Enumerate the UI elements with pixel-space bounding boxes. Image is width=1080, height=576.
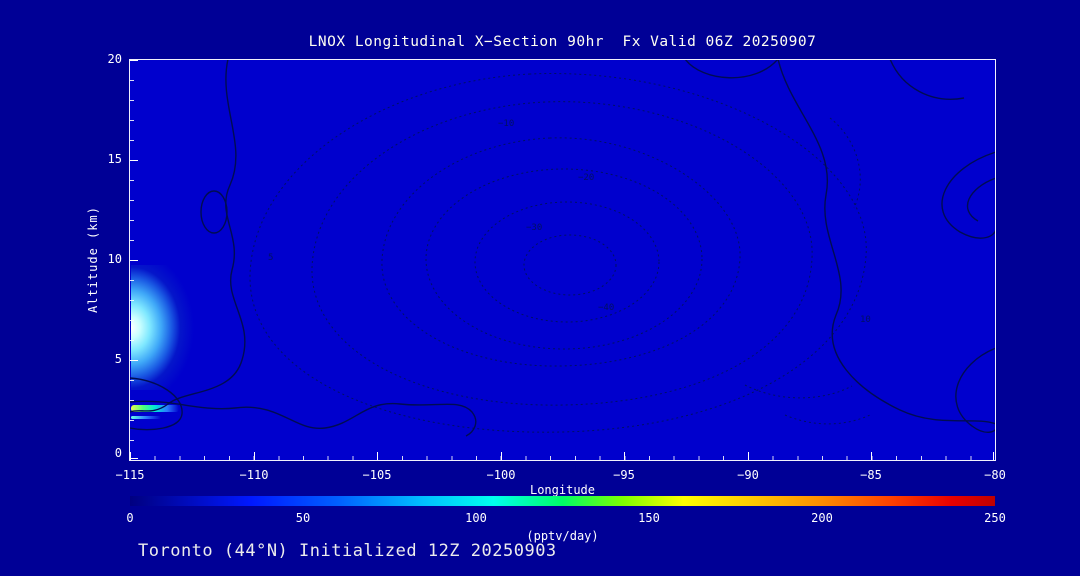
colorbar-tick-label: 200	[811, 511, 833, 525]
colorbar-units-label: (pptv/day)	[526, 529, 599, 543]
y-tick-label: 15	[107, 152, 122, 166]
contour-label: 10	[860, 315, 871, 325]
x-major-tick	[993, 452, 994, 460]
y-major-tick	[130, 60, 138, 61]
lnox-plume	[131, 265, 201, 390]
positive-contours	[130, 60, 995, 437]
x-tick-label: −85	[860, 468, 882, 482]
y-tick-label: 20	[107, 52, 122, 66]
y-major-tick	[130, 260, 138, 261]
x-major-tick	[871, 452, 873, 460]
colorbar	[130, 496, 995, 506]
y-tick-label: 0	[114, 446, 122, 460]
colorbar-tick-label: 100	[465, 511, 487, 525]
contour-label: −20	[578, 173, 594, 183]
colorbar-tick-label: 50	[295, 511, 311, 525]
x-major-tick	[500, 452, 502, 460]
x-major-tick	[130, 452, 131, 460]
y-major-tick	[130, 360, 138, 361]
x-major-tick	[624, 452, 626, 460]
x-major-tick	[377, 452, 379, 460]
colorbar-tick-label: 250	[984, 511, 1006, 525]
contour-label: −40	[598, 303, 614, 313]
x-tick-label: −105	[362, 468, 392, 482]
x-tick-label: −100	[486, 468, 516, 482]
x-minor-ticks	[130, 456, 995, 460]
low-level-streak	[131, 405, 179, 412]
low-level-streak-2	[131, 416, 161, 419]
contour-lines: −10 −20 −30 −40 5 10	[130, 60, 995, 437]
y-tick-label: 5	[114, 352, 122, 366]
contour-label: 5	[268, 253, 273, 263]
x-tick-label: −110	[239, 468, 269, 482]
colorbar-tick-label: 150	[638, 511, 660, 525]
negative-contours	[249, 73, 873, 433]
y-tick-label: 10	[107, 252, 122, 266]
y-major-tick	[130, 458, 138, 459]
y-major-tick	[130, 160, 138, 161]
x-tick-label: −90	[737, 468, 759, 482]
x-major-tick	[253, 452, 255, 460]
x-major-tick	[747, 452, 749, 460]
x-tick-label: −80	[984, 468, 1006, 482]
init-label: Toronto (44°N) Initialized 12Z 20250903	[138, 541, 557, 561]
x-tick-label: −115	[115, 468, 145, 482]
contour-label: −10	[498, 119, 514, 129]
x-axis-label: Longitude	[529, 483, 596, 497]
chart-title: LNOX Longitudinal X−Section 90hr Fx Vali…	[308, 34, 817, 50]
contour-label-group: −10 −20 −30 −40 5 10	[268, 119, 871, 325]
contour-label: −30	[526, 223, 542, 233]
colorbar-tick-label: 0	[126, 511, 134, 525]
x-tick-label: −95	[613, 468, 635, 482]
plot-area: −10 −20 −30 −40 5 10	[129, 59, 996, 461]
